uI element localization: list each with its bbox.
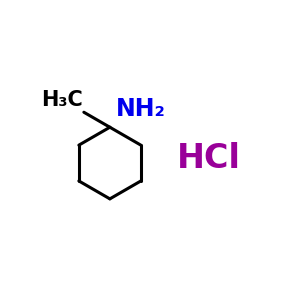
Text: NH₂: NH₂ xyxy=(116,98,166,122)
Text: HCl: HCl xyxy=(177,142,241,175)
Text: H₃C: H₃C xyxy=(41,90,83,110)
